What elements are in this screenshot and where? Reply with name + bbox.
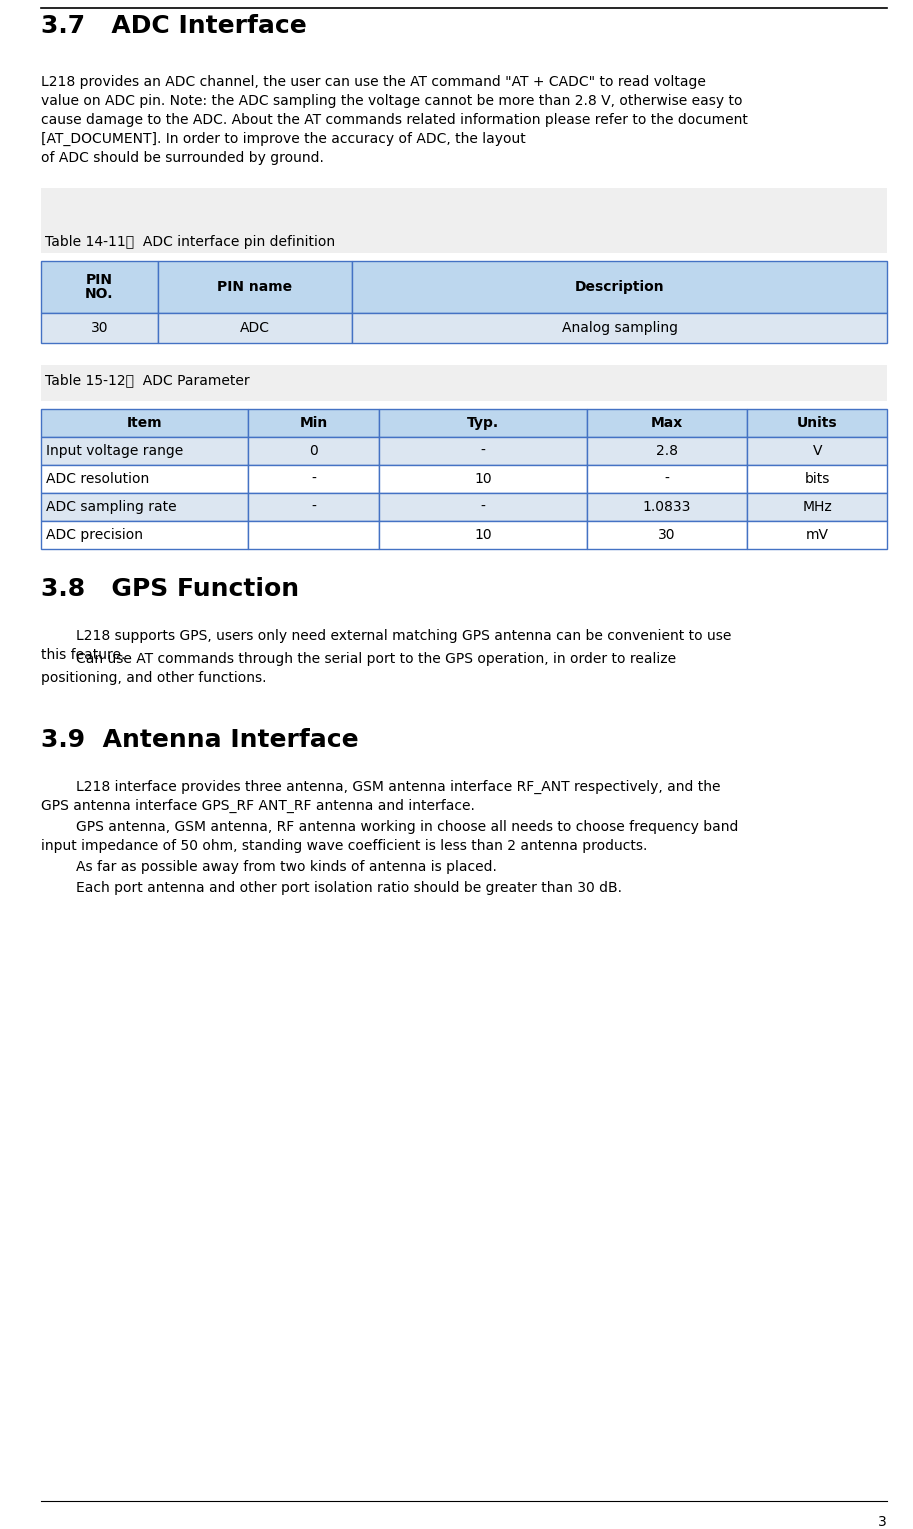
Text: -: - bbox=[480, 443, 486, 459]
Text: Description: Description bbox=[575, 280, 665, 294]
Text: PIN name: PIN name bbox=[217, 280, 292, 294]
Text: positioning, and other functions.: positioning, and other functions. bbox=[41, 671, 267, 685]
Bar bbox=[748, 437, 887, 465]
Text: 3.8   GPS Function: 3.8 GPS Function bbox=[41, 576, 299, 601]
Bar bbox=[41, 437, 248, 465]
Bar bbox=[158, 313, 352, 342]
Text: 3.7   ADC Interface: 3.7 ADC Interface bbox=[41, 14, 307, 38]
Text: Item: Item bbox=[127, 416, 163, 430]
Text: 0: 0 bbox=[310, 443, 319, 459]
Text: bits: bits bbox=[804, 472, 830, 486]
Text: NO.: NO. bbox=[85, 287, 113, 301]
Text: 1.0833: 1.0833 bbox=[643, 500, 691, 514]
Text: ADC: ADC bbox=[240, 321, 270, 335]
Text: Min: Min bbox=[299, 416, 328, 430]
Bar bbox=[158, 261, 352, 313]
Bar bbox=[748, 408, 887, 437]
Text: value on ADC pin. Note: the ADC sampling the voltage cannot be more than 2.8 V, : value on ADC pin. Note: the ADC sampling… bbox=[41, 93, 742, 109]
Bar bbox=[587, 437, 748, 465]
Text: 10: 10 bbox=[474, 528, 492, 541]
Text: -: - bbox=[311, 472, 316, 486]
Bar bbox=[380, 492, 587, 521]
Text: -: - bbox=[480, 500, 486, 514]
Text: Input voltage range: Input voltage range bbox=[46, 443, 184, 459]
Text: -: - bbox=[665, 472, 669, 486]
Bar bbox=[248, 492, 380, 521]
Text: Table 15-12：  ADC Parameter: Table 15-12： ADC Parameter bbox=[45, 373, 249, 387]
Text: Each port antenna and other port isolation ratio should be greater than 30 dB.: Each port antenna and other port isolati… bbox=[41, 881, 622, 894]
Bar bbox=[41, 408, 248, 437]
Text: ADC sampling rate: ADC sampling rate bbox=[46, 500, 176, 514]
Text: PIN: PIN bbox=[86, 274, 113, 287]
Bar bbox=[248, 521, 380, 549]
Text: ADC precision: ADC precision bbox=[46, 528, 143, 541]
Text: 10: 10 bbox=[474, 472, 492, 486]
Bar bbox=[587, 465, 748, 492]
Text: ADC resolution: ADC resolution bbox=[46, 472, 149, 486]
Text: L218 interface provides three antenna, GSM antenna interface RF_ANT respectively: L218 interface provides three antenna, G… bbox=[41, 780, 720, 794]
Bar bbox=[587, 521, 748, 549]
Bar bbox=[748, 521, 887, 549]
Text: Analog sampling: Analog sampling bbox=[561, 321, 677, 335]
Bar bbox=[380, 408, 587, 437]
Text: V: V bbox=[813, 443, 822, 459]
Bar bbox=[587, 408, 748, 437]
Bar bbox=[352, 313, 887, 342]
Bar bbox=[748, 492, 887, 521]
Text: Can use AT commands through the serial port to the GPS operation, in order to re: Can use AT commands through the serial p… bbox=[41, 651, 677, 667]
Text: mV: mV bbox=[805, 528, 829, 541]
Bar bbox=[748, 465, 887, 492]
Text: GPS antenna interface GPS_RF ANT_RF antenna and interface.: GPS antenna interface GPS_RF ANT_RF ante… bbox=[41, 800, 475, 813]
Text: this feature.: this feature. bbox=[41, 648, 125, 662]
Text: As far as possible away from two kinds of antenna is placed.: As far as possible away from two kinds o… bbox=[41, 859, 497, 875]
Text: 3.9  Antenna Interface: 3.9 Antenna Interface bbox=[41, 728, 359, 752]
Bar bbox=[41, 492, 248, 521]
Text: MHz: MHz bbox=[803, 500, 832, 514]
Text: Units: Units bbox=[797, 416, 837, 430]
Text: Typ.: Typ. bbox=[467, 416, 499, 430]
Text: -: - bbox=[311, 500, 316, 514]
Text: 30: 30 bbox=[658, 528, 676, 541]
Bar bbox=[41, 261, 158, 313]
Bar bbox=[248, 408, 380, 437]
Bar bbox=[380, 465, 587, 492]
Text: cause damage to the ADC. About the AT commands related information please refer : cause damage to the ADC. About the AT co… bbox=[41, 113, 748, 127]
Bar bbox=[41, 188, 887, 252]
Text: Max: Max bbox=[651, 416, 683, 430]
Bar bbox=[41, 465, 248, 492]
Bar bbox=[41, 313, 158, 342]
Bar bbox=[352, 261, 887, 313]
Text: [AT_DOCUMENT]. In order to improve the accuracy of ADC, the layout: [AT_DOCUMENT]. In order to improve the a… bbox=[41, 131, 526, 147]
Text: 2.8: 2.8 bbox=[656, 443, 678, 459]
Text: GPS antenna, GSM antenna, RF antenna working in choose all needs to choose frequ: GPS antenna, GSM antenna, RF antenna wor… bbox=[41, 820, 739, 833]
Text: L218 supports GPS, users only need external matching GPS antenna can be convenie: L218 supports GPS, users only need exter… bbox=[41, 628, 731, 644]
Bar bbox=[380, 521, 587, 549]
Text: L218 provides an ADC channel, the user can use the AT command "AT + CADC" to rea: L218 provides an ADC channel, the user c… bbox=[41, 75, 706, 89]
Text: input impedance of 50 ohm, standing wave coefficient is less than 2 antenna prod: input impedance of 50 ohm, standing wave… bbox=[41, 839, 647, 853]
Text: 3: 3 bbox=[878, 1515, 887, 1529]
Bar bbox=[41, 365, 887, 401]
Text: 30: 30 bbox=[90, 321, 108, 335]
Text: Table 14-11：  ADC interface pin definition: Table 14-11： ADC interface pin definitio… bbox=[45, 235, 335, 249]
Text: of ADC should be surrounded by ground.: of ADC should be surrounded by ground. bbox=[41, 151, 324, 165]
Bar bbox=[248, 465, 380, 492]
Bar bbox=[587, 492, 748, 521]
Bar bbox=[41, 521, 248, 549]
Bar bbox=[248, 437, 380, 465]
Bar bbox=[380, 437, 587, 465]
